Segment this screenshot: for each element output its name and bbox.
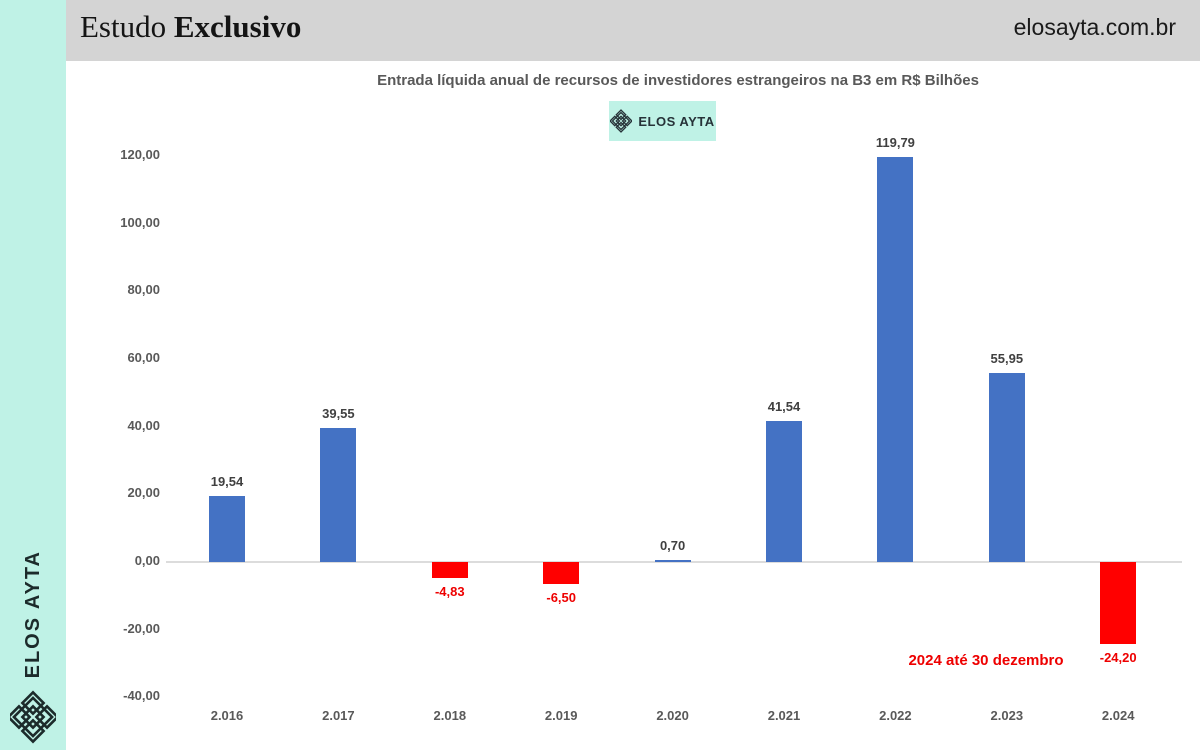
woven-diamond-icon	[610, 109, 633, 133]
bar-2.020	[654, 559, 691, 562]
sidebar-branding: ELOS AYTA	[0, 550, 66, 744]
bar-2.018	[431, 562, 468, 579]
bar-value-label: 19,54	[210, 473, 244, 489]
bar-value-label: -4,83	[434, 584, 465, 600]
header: Estudo Exclusivo elosayta.com.br	[66, 0, 1200, 61]
woven-diamond-icon	[10, 690, 56, 744]
x-axis-tick-label: 2.022	[879, 708, 912, 723]
brand-title-regular: Estudo	[80, 9, 167, 44]
bar-2.019	[543, 562, 580, 584]
x-axis-tick-label: 2.018	[433, 708, 467, 723]
bar-2.022	[877, 156, 914, 562]
sidebar: ELOS AYTA	[0, 0, 66, 750]
bar-value-label: -24,20	[1099, 649, 1137, 665]
x-axis-tick-label: 2.023	[990, 708, 1024, 723]
x-axis-tick-label: 2.024	[1101, 708, 1135, 723]
zero-axis-line	[166, 561, 1182, 563]
bar-2.021	[766, 421, 802, 562]
bar-2.016	[209, 495, 245, 562]
site-url: elosayta.com.br	[1013, 14, 1176, 40]
chart-title: Entrada líquida anual de recursos de inv…	[377, 72, 979, 89]
bar-value-label: 119,79	[875, 134, 915, 150]
elos-ayta-badge: ELOS AYTA	[609, 101, 716, 141]
x-axis-tick-label: 2.021	[767, 708, 801, 723]
brand-title-bold: Exclusivo	[173, 9, 302, 44]
bar-value-label: 0,70	[659, 537, 686, 553]
bar-2.017	[320, 428, 357, 562]
badge-label: ELOS AYTA	[638, 113, 715, 129]
annotation-2024: 2024 até 30 dezembro	[908, 652, 1064, 669]
x-axis-tick-label: 2.019	[544, 708, 578, 723]
sidebar-vertical-brand-text: ELOS AYTA	[21, 549, 44, 678]
bar-2.023	[988, 372, 1025, 562]
bar-value-label: 39,55	[322, 406, 355, 422]
bar-value-label: 55,95	[990, 350, 1024, 366]
brand-title: Estudo Exclusivo	[80, 9, 301, 45]
x-axis-tick-label: 2.020	[656, 708, 689, 723]
bar-value-label: -6,50	[546, 590, 576, 605]
x-axis-tick-label: 2.016	[210, 708, 244, 723]
x-axis-tick-label: 2.017	[322, 708, 355, 723]
bar-value-label: 41,54	[767, 399, 801, 415]
bar-2.024	[1100, 562, 1137, 644]
